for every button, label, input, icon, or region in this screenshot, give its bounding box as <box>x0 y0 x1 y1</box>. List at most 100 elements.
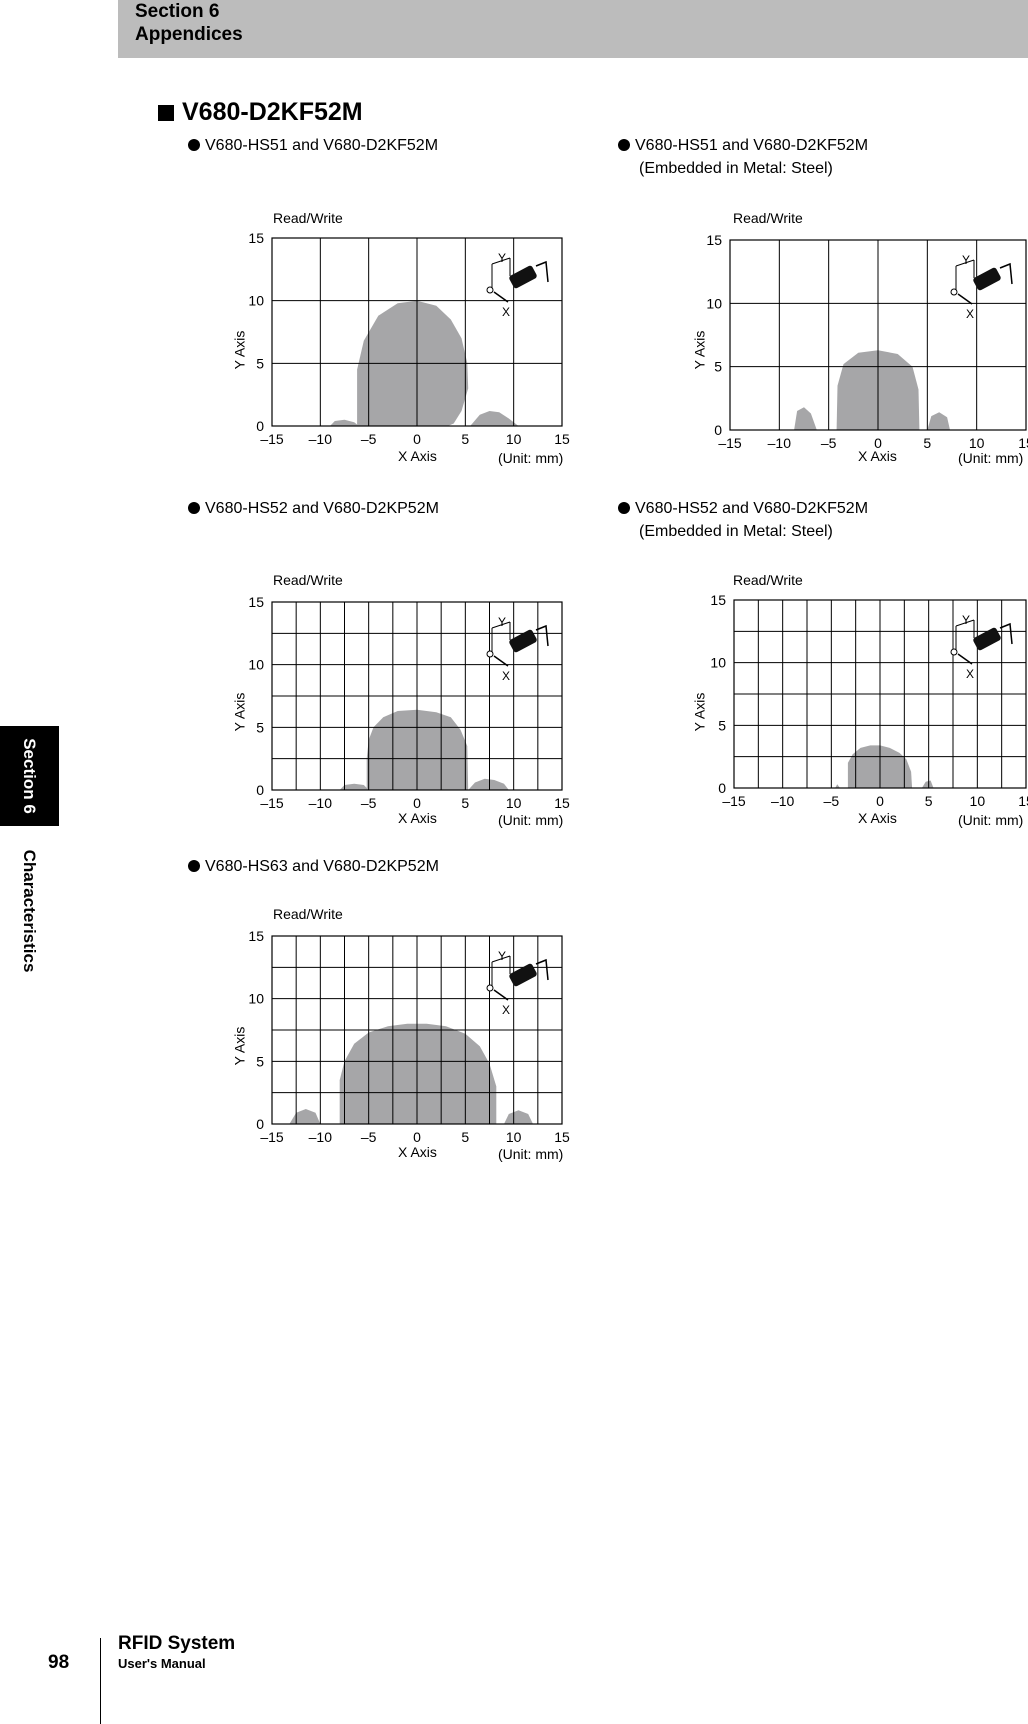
y-tick-label: 15 <box>248 230 264 246</box>
read-write-area <box>794 407 817 430</box>
y-tick-label: 0 <box>256 1116 264 1132</box>
antenna-orientation-icon: YX <box>486 615 549 683</box>
read-write-area <box>921 780 934 788</box>
svg-text:Y: Y <box>962 613 970 627</box>
chart-title: Read/Write <box>273 210 343 226</box>
svg-text:X: X <box>502 1003 510 1017</box>
chart-hs63-d2kp52m: Read/Write Y Axis X Axis (Unit: mm) –15–… <box>228 906 628 1186</box>
chart-caption: V680-HS52 and V680-D2KF52M (Embedded in … <box>618 497 868 543</box>
x-tick-label: –15 <box>260 795 284 811</box>
y-tick-label: 15 <box>248 928 264 944</box>
chart-caption: V680-HS52 and V680-D2KP52M <box>188 497 439 520</box>
y-tick-label: 15 <box>248 594 264 610</box>
x-tick-label: –5 <box>361 795 377 811</box>
x-axis-label: X Axis <box>398 448 437 464</box>
x-tick-label: 15 <box>554 1129 570 1145</box>
y-tick-label: 10 <box>248 991 264 1007</box>
svg-text:X: X <box>502 305 510 319</box>
square-bullet-icon <box>158 104 174 121</box>
unit-note: (Unit: mm) <box>958 450 1024 466</box>
caption-line1: V680-HS52 and V680-D2KF52M <box>635 500 869 517</box>
x-tick-label: –15 <box>260 1129 284 1145</box>
footer-divider <box>100 1638 101 1724</box>
x-tick-label: 5 <box>925 793 933 809</box>
y-tick-label: 0 <box>256 418 264 434</box>
svg-text:X: X <box>502 669 510 683</box>
x-tick-label: –10 <box>309 1129 333 1145</box>
chart-caption: V680-HS51 and V680-D2KF52M (Embedded in … <box>618 134 868 180</box>
chart-title: Read/Write <box>273 906 343 922</box>
chart-caption: V680-HS63 and V680-D2KP52M <box>188 855 439 878</box>
read-write-area <box>339 783 369 790</box>
caption-line1: V680-HS51 and V680-D2KF52M <box>635 137 869 154</box>
footer-title: RFID System <box>118 1633 236 1654</box>
x-tick-label: –15 <box>718 435 742 451</box>
caption-line1: V680-HS51 and V680-D2KF52M <box>205 137 439 154</box>
y-tick-label: 0 <box>714 422 722 438</box>
x-tick-label: 5 <box>461 431 469 447</box>
caption-line2: (Embedded in Metal: Steel) <box>639 523 833 540</box>
unit-note: (Unit: mm) <box>498 1146 564 1162</box>
antenna-orientation-icon: YX <box>950 613 1013 681</box>
x-tick-label: 0 <box>413 1129 421 1145</box>
y-tick-label: 5 <box>718 717 726 733</box>
x-axis-label: X Axis <box>858 810 897 826</box>
x-tick-label: –5 <box>361 1129 377 1145</box>
y-tick-label: 0 <box>718 780 726 796</box>
x-tick-label: 0 <box>876 793 884 809</box>
page-heading: V680-D2KF52M <box>158 98 363 127</box>
svg-text:Y: Y <box>498 251 506 265</box>
x-tick-label: 15 <box>554 795 570 811</box>
x-tick-label: 15 <box>1018 793 1028 809</box>
x-axis-label: X Axis <box>858 448 897 464</box>
y-tick-label: 10 <box>710 655 726 671</box>
page-heading-text: V680-D2KF52M <box>182 98 363 126</box>
x-tick-label: 0 <box>413 795 421 811</box>
y-tick-label: 15 <box>710 592 726 608</box>
antenna-orientation-icon: YX <box>486 251 549 319</box>
x-tick-label: –5 <box>821 435 837 451</box>
footer-subtitle: User's Manual <box>118 1656 206 1671</box>
x-tick-label: 0 <box>874 435 882 451</box>
chart-title: Read/Write <box>733 572 803 588</box>
x-tick-label: 10 <box>506 1129 522 1145</box>
side-tab-section-label: Section 6 <box>20 738 39 814</box>
svg-text:X: X <box>966 667 974 681</box>
x-axis-label: X Axis <box>398 810 437 826</box>
x-tick-label: –15 <box>260 431 284 447</box>
plot-frame <box>271 601 563 791</box>
x-tick-label: 10 <box>506 431 522 447</box>
y-tick-label: 5 <box>256 355 264 371</box>
chart-title: Read/Write <box>273 572 343 588</box>
read-write-area <box>504 1110 533 1124</box>
svg-text:Y: Y <box>962 253 970 267</box>
x-tick-label: –10 <box>309 431 333 447</box>
x-tick-label: –10 <box>309 795 333 811</box>
bullet-icon <box>618 502 630 514</box>
chart-caption: V680-HS51 and V680-D2KF52M <box>188 134 438 157</box>
svg-text:Y: Y <box>498 949 506 963</box>
caption-line1: V680-HS63 and V680-D2KP52M <box>205 858 439 875</box>
chart-title: Read/Write <box>733 210 803 226</box>
y-tick-label: 5 <box>256 1053 264 1069</box>
header-band <box>118 0 1028 58</box>
plot-frame <box>729 239 1027 431</box>
y-tick-label: 10 <box>248 657 264 673</box>
bullet-icon <box>618 139 630 151</box>
y-tick-label: 0 <box>256 782 264 798</box>
bullet-icon <box>188 139 200 151</box>
unit-note: (Unit: mm) <box>498 450 564 466</box>
bullet-icon <box>188 860 200 872</box>
read-write-area <box>470 411 519 426</box>
y-tick-label: 5 <box>256 719 264 735</box>
header-section-title: Section 6 <box>135 1 220 22</box>
plot-frame <box>271 237 563 427</box>
svg-text:X: X <box>966 307 974 321</box>
chart-hs51-d2kf52m: Read/Write Y Axis X Axis (Unit: mm) –15–… <box>228 210 628 490</box>
read-write-area <box>835 784 841 788</box>
x-tick-label: –15 <box>722 793 746 809</box>
